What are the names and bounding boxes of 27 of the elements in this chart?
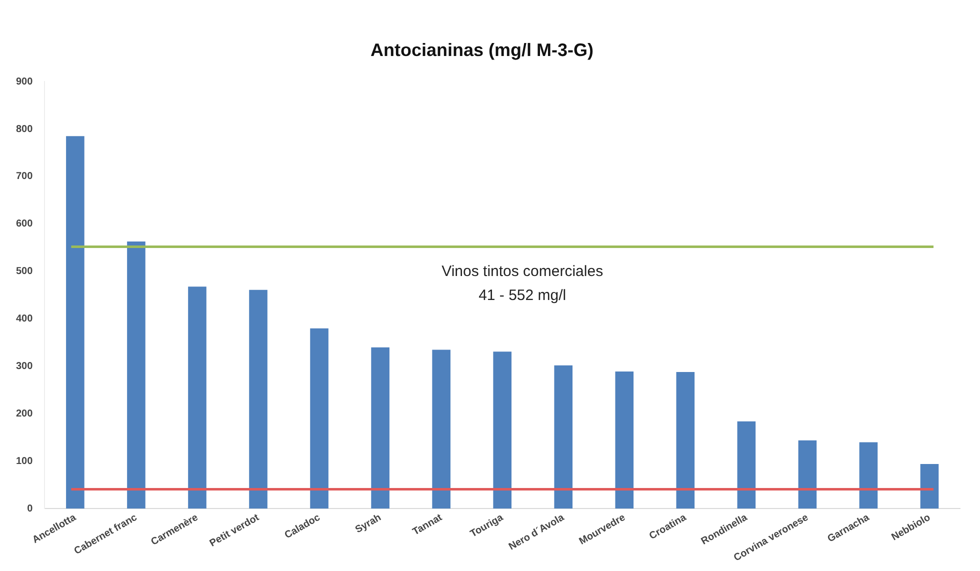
bar xyxy=(615,372,634,509)
y-tick-label: 800 xyxy=(16,124,34,135)
y-tick-label: 100 xyxy=(16,456,34,467)
bar xyxy=(310,328,328,509)
bar xyxy=(127,242,146,509)
y-tick-label: 600 xyxy=(16,218,34,230)
bar xyxy=(920,464,939,509)
y-tick-label: 200 xyxy=(16,408,34,420)
bar xyxy=(554,365,573,509)
bar xyxy=(676,372,695,509)
bar xyxy=(493,352,512,509)
bar xyxy=(188,286,206,509)
y-tick-label: 0 xyxy=(27,503,34,514)
bar xyxy=(66,136,84,509)
y-tick-label: 500 xyxy=(16,266,34,278)
annotation: Vinos tintos comerciales 41 - 552 mg/l xyxy=(442,263,604,304)
y-tick-label: 300 xyxy=(16,361,34,372)
bar xyxy=(859,442,878,509)
chart-title: Antocianinas (mg/l M-3-G) xyxy=(370,40,594,60)
bar xyxy=(371,347,390,509)
y-tick-label: 400 xyxy=(16,314,34,325)
bar xyxy=(432,350,450,509)
bar xyxy=(249,290,268,509)
bar xyxy=(737,421,756,509)
bar xyxy=(798,440,817,509)
y-tick-label: 900 xyxy=(16,76,34,88)
y-tick-label: 700 xyxy=(16,171,34,182)
